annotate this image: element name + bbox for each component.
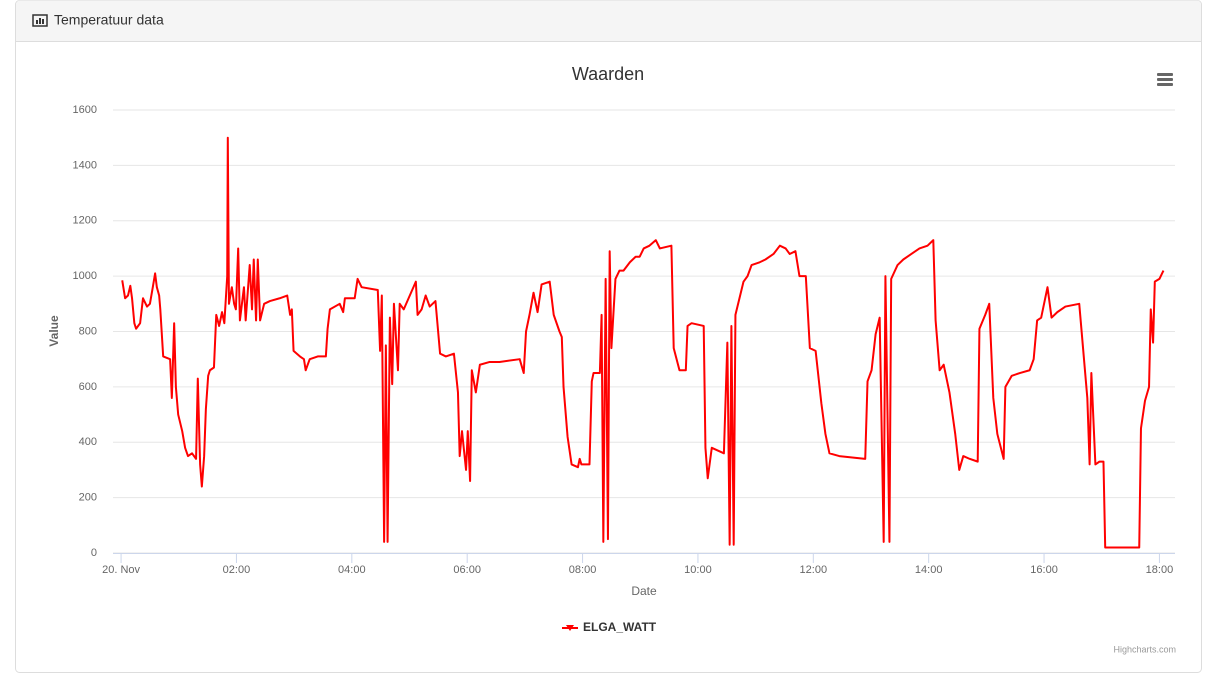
x-tick-label: 18:00: [1146, 564, 1174, 576]
x-tick-label: 06:00: [453, 564, 481, 576]
y-tick-label: 400: [79, 436, 97, 448]
y-tick-label: 0: [91, 547, 97, 559]
y-tick-label: 1000: [73, 270, 97, 282]
y-tick-label: 800: [79, 325, 97, 337]
x-tick-label: 04:00: [338, 564, 366, 576]
y-tick-label: 600: [79, 381, 97, 393]
y-tick-label: 200: [79, 492, 97, 504]
x-tick-label: 10:00: [684, 564, 712, 576]
legend-marker: [566, 625, 574, 631]
credits[interactable]: Highcharts.com: [1113, 644, 1176, 654]
y-tick-label: 1400: [73, 159, 97, 171]
x-tick-label: 16:00: [1030, 564, 1058, 576]
legend-label[interactable]: ELGA_WATT: [583, 620, 657, 634]
series-line: [121, 136, 1165, 549]
x-tick-label: 02:00: [223, 564, 251, 576]
y-axis-label: Value: [47, 315, 61, 347]
x-tick-label: 08:00: [569, 564, 597, 576]
chart-icon: [32, 14, 48, 27]
y-tick-label: 1600: [73, 104, 97, 116]
panel-header: [16, 0, 1201, 41]
panel-title: Temperatuur data: [54, 12, 164, 28]
x-axis-label: Date: [631, 584, 657, 598]
chart-title: Waarden: [572, 64, 644, 84]
x-tick-label: 14:00: [915, 564, 943, 576]
x-tick-label: 20. Nov: [102, 564, 140, 576]
menu-button[interactable]: [1157, 73, 1173, 86]
y-tick-label: 1200: [73, 215, 97, 227]
x-tick-label: 12:00: [800, 564, 828, 576]
